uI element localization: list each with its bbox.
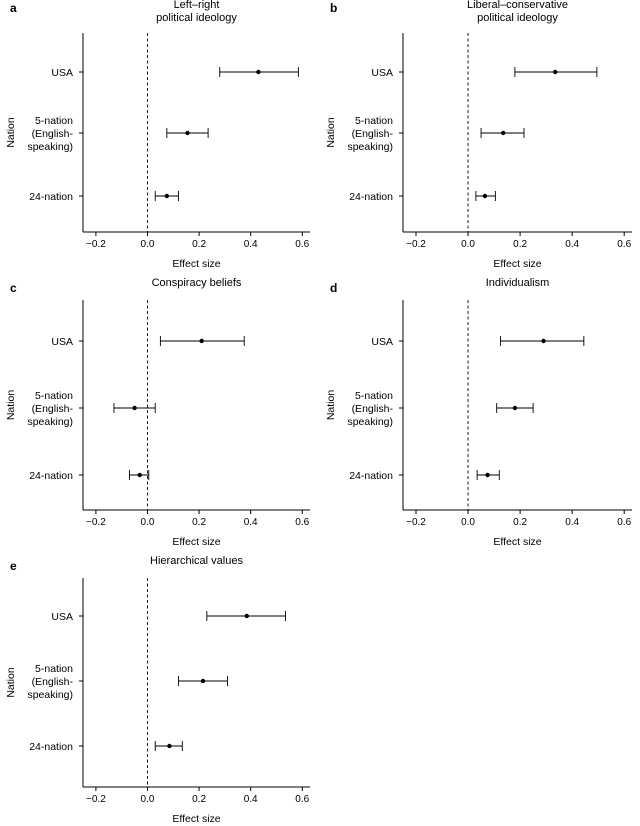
x-tick-label: 0.0 <box>141 239 155 250</box>
x-tick-label: 0.6 <box>295 239 309 250</box>
estimate-point <box>541 338 546 344</box>
x-axis-label: Effect size <box>172 536 220 548</box>
estimate-point <box>185 130 190 136</box>
x-tick-label: 0.0 <box>141 517 155 528</box>
category-label: 24-nation <box>29 191 73 203</box>
category-label: USA <box>371 336 393 348</box>
panel-d: d Individualism −0.2 0.0 0.2 0.4 0.6 Effect siz… <box>325 277 632 548</box>
x-tick-label: 0.0 <box>461 239 475 250</box>
x-tick-label: 0.0 <box>461 517 475 528</box>
estimate-point <box>200 678 206 684</box>
category-label: 24-nation <box>349 191 393 203</box>
estimate-point <box>137 472 142 478</box>
panel-title-line: Left–right <box>174 0 220 11</box>
x-tick-label: 0.2 <box>192 239 206 250</box>
x-tick-label: 0.6 <box>617 239 631 250</box>
x-tick-label: 0.2 <box>513 239 527 250</box>
estimate-point <box>482 193 488 199</box>
panel-label: b <box>330 1 337 15</box>
panel-title-line: Hierarchical values <box>150 555 243 567</box>
estimate-point <box>244 613 250 619</box>
estimate-point <box>132 405 137 411</box>
category-label: USA <box>51 67 73 79</box>
panel-label: e <box>10 559 17 573</box>
category-label: speaking) <box>347 141 393 153</box>
category-label: 24-nation <box>349 470 393 482</box>
estimate-point <box>553 69 558 75</box>
category-label: 5-nation <box>35 663 73 675</box>
y-axis-label: Nation <box>5 667 17 698</box>
x-tick-label: 0.6 <box>295 517 309 528</box>
x-tick-label: 0.6 <box>295 794 309 805</box>
estimate-point <box>485 472 490 478</box>
panel-label: a <box>10 1 17 15</box>
category-label: (English- <box>32 676 74 688</box>
panel-title-line: Conspiracy beliefs <box>152 277 242 289</box>
x-tick-label: 0.0 <box>141 794 155 805</box>
estimate-point <box>512 405 518 411</box>
x-tick-label: −0.2 <box>86 239 106 250</box>
y-axis-label: Nation <box>5 390 17 421</box>
x-tick-label: 0.2 <box>192 794 206 805</box>
x-axis-label: Effect size <box>493 258 541 270</box>
y-axis-label: Nation <box>5 117 17 148</box>
x-axis-label: Effect size <box>172 813 220 825</box>
category-label: 24-nation <box>29 741 73 753</box>
category-label: speaking) <box>27 141 73 153</box>
x-axis-label: Effect size <box>493 536 541 548</box>
panel-title-line: Individualism <box>486 277 550 289</box>
estimate-point <box>500 130 506 136</box>
category-label: speaking) <box>27 416 73 428</box>
category-label: 24-nation <box>29 470 73 482</box>
estimate-point <box>164 193 170 199</box>
panel-label: d <box>330 281 337 295</box>
x-axis-label: Effect size <box>172 258 220 270</box>
x-tick-label: 0.2 <box>513 517 527 528</box>
category-label: (English- <box>352 403 394 415</box>
y-axis-label: Nation <box>325 390 337 421</box>
x-tick-label: −0.2 <box>86 517 106 528</box>
category-label: (English- <box>32 403 74 415</box>
x-tick-label: −0.2 <box>406 517 426 528</box>
x-tick-label: 0.4 <box>565 517 579 528</box>
x-tick-label: 0.4 <box>244 239 258 250</box>
panel-label: c <box>10 281 17 295</box>
panel-title-line: Liberal–conservative <box>467 0 568 11</box>
estimate-point <box>167 743 172 749</box>
x-tick-label: −0.2 <box>86 794 106 805</box>
x-tick-label: 0.2 <box>192 517 206 528</box>
category-label: speaking) <box>347 416 393 428</box>
estimate-point <box>256 69 261 75</box>
category-label: USA <box>371 67 393 79</box>
category-label: (English- <box>32 128 74 140</box>
category-label: USA <box>51 611 73 623</box>
category-label: speaking) <box>27 689 73 701</box>
x-tick-label: 0.4 <box>244 517 258 528</box>
panel-e: e Hierarchical values −0.2 0.0 0.2 0.4 0.6 Effe… <box>5 555 310 825</box>
x-tick-label: 0.6 <box>617 517 631 528</box>
x-tick-label: 0.4 <box>244 794 258 805</box>
category-label: 5-nation <box>355 115 393 127</box>
category-label: 5-nation <box>35 390 73 402</box>
y-axis-label: Nation <box>325 117 337 148</box>
category-label: 5-nation <box>35 115 73 127</box>
estimate-point <box>199 338 204 344</box>
category-label: (English- <box>352 128 394 140</box>
category-label: USA <box>51 336 73 348</box>
panel-title-line: political ideology <box>477 12 558 24</box>
panel-title-line: political ideology <box>156 12 237 24</box>
x-tick-label: 0.4 <box>565 239 579 250</box>
panel-c: c Conspiracy beliefs −0.2 0.0 0.2 0.4 0.6 Effec… <box>5 277 310 548</box>
x-tick-label: −0.2 <box>406 239 426 250</box>
category-label: 5-nation <box>355 390 393 402</box>
